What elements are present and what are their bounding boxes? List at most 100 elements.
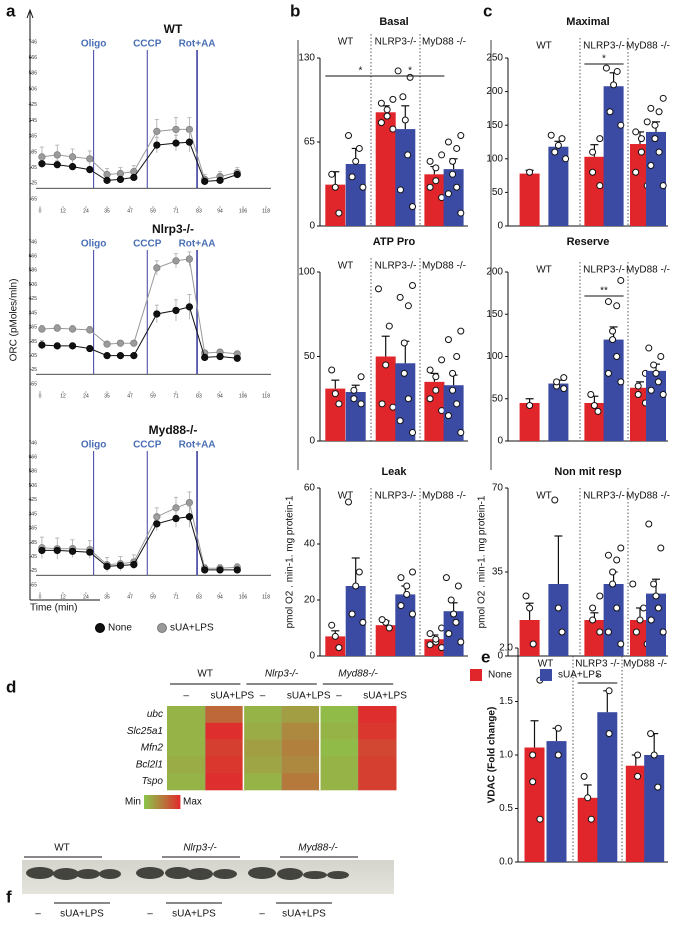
colorbar-label: Min [125, 797, 141, 808]
y-tick-label: 666 [29, 55, 38, 61]
bar [519, 173, 540, 226]
data-point [632, 628, 640, 636]
data-point [547, 131, 555, 139]
bar [603, 339, 624, 441]
bar [630, 144, 650, 226]
y-tick-label: 0.5 [499, 803, 513, 814]
heatmap-cell [205, 706, 244, 724]
data-point [86, 155, 94, 163]
data-point [86, 165, 94, 174]
colorbar-segment [145, 795, 148, 809]
panel-label: f [6, 887, 12, 906]
data-point [650, 580, 658, 588]
data-point [153, 310, 161, 318]
data-point [172, 514, 180, 523]
group-label: NLRP3-/- [583, 41, 625, 52]
data-point [454, 582, 462, 590]
y-tick-label: 40 [304, 539, 316, 550]
data-point [397, 602, 405, 610]
data-point [153, 141, 161, 149]
column-label: WT [197, 669, 213, 680]
data-point [53, 324, 61, 332]
data-point [116, 175, 125, 183]
data-point [645, 520, 653, 528]
panel-label: c [483, 1, 492, 20]
group-label: MyD88 -/- [626, 265, 670, 276]
series-line [41, 306, 238, 359]
bar [375, 625, 396, 656]
data-point [637, 148, 645, 156]
group-label: WT [536, 491, 552, 502]
data-point [233, 354, 241, 362]
data-point [594, 407, 602, 415]
y-tick-label: 250 [486, 53, 503, 64]
x-tick-label: 0 [39, 393, 42, 399]
heatmap-cell [358, 756, 397, 774]
x-tick-label: 59 [150, 393, 156, 399]
data-point [609, 580, 617, 588]
heatmap-cell [358, 706, 397, 724]
colorbar-label: Max [183, 797, 202, 808]
y-tick-label: 265 [29, 134, 38, 140]
x-tick-label: 12 [60, 393, 66, 399]
heatmap-cell [358, 739, 397, 757]
chart-title: Basal [379, 16, 408, 28]
data-point [53, 161, 61, 169]
bar [325, 636, 346, 656]
y-tick-label: 70 [492, 483, 504, 494]
heatmap-cell [205, 756, 244, 774]
data-point [654, 604, 662, 612]
data-point [385, 322, 393, 330]
data-point [357, 373, 365, 381]
data-point [350, 395, 358, 403]
data-point [377, 99, 385, 107]
bar [646, 593, 666, 656]
data-point [116, 352, 125, 360]
data-point [409, 282, 416, 290]
data-point [378, 616, 386, 624]
legend-swatch [470, 669, 482, 681]
data-point [613, 67, 621, 75]
x-tick-label: 83 [196, 594, 202, 600]
colorbar-segment [147, 795, 149, 809]
y-tick-label: 345 [29, 310, 38, 316]
data-point [526, 604, 534, 612]
panel-label: e [481, 647, 490, 666]
colorbar-segment [174, 795, 176, 809]
data-point [350, 386, 358, 394]
bar [375, 356, 396, 441]
data-point [377, 119, 385, 127]
data-point [399, 93, 407, 101]
data-point [596, 135, 604, 143]
y-axis-label: pmol O2 . min-1. mg protein-1 [477, 495, 488, 628]
data-point [457, 638, 465, 646]
y-tick-label: 105 [29, 353, 38, 359]
heatmap-cell [205, 773, 244, 791]
bar [345, 163, 366, 226]
injection-label: Oligo [81, 440, 107, 451]
data-point [328, 366, 336, 374]
data-point [172, 306, 180, 315]
data-point [116, 561, 125, 570]
data-point [652, 369, 660, 377]
data-point [86, 326, 94, 334]
lane-label: sUA+LPS [60, 909, 104, 920]
x-tick-label: 47 [127, 208, 133, 214]
data-point [68, 342, 77, 350]
data-point [526, 402, 534, 410]
subcolumn-label: sUA+LPS [363, 691, 407, 702]
y-tick-label: 1.5 [499, 696, 513, 707]
legend-label: sUA+LPS [170, 623, 214, 634]
data-point [389, 95, 397, 103]
data-point [432, 635, 440, 643]
data-point [449, 170, 457, 178]
data-point [426, 630, 434, 638]
data-point [86, 548, 94, 556]
x-tick-label: 59 [150, 594, 156, 600]
data-point [394, 67, 402, 75]
data-point [426, 366, 434, 374]
injection-label: CCCP [133, 239, 162, 250]
data-point [38, 546, 46, 555]
data-point [328, 621, 336, 629]
data-point [654, 378, 662, 386]
